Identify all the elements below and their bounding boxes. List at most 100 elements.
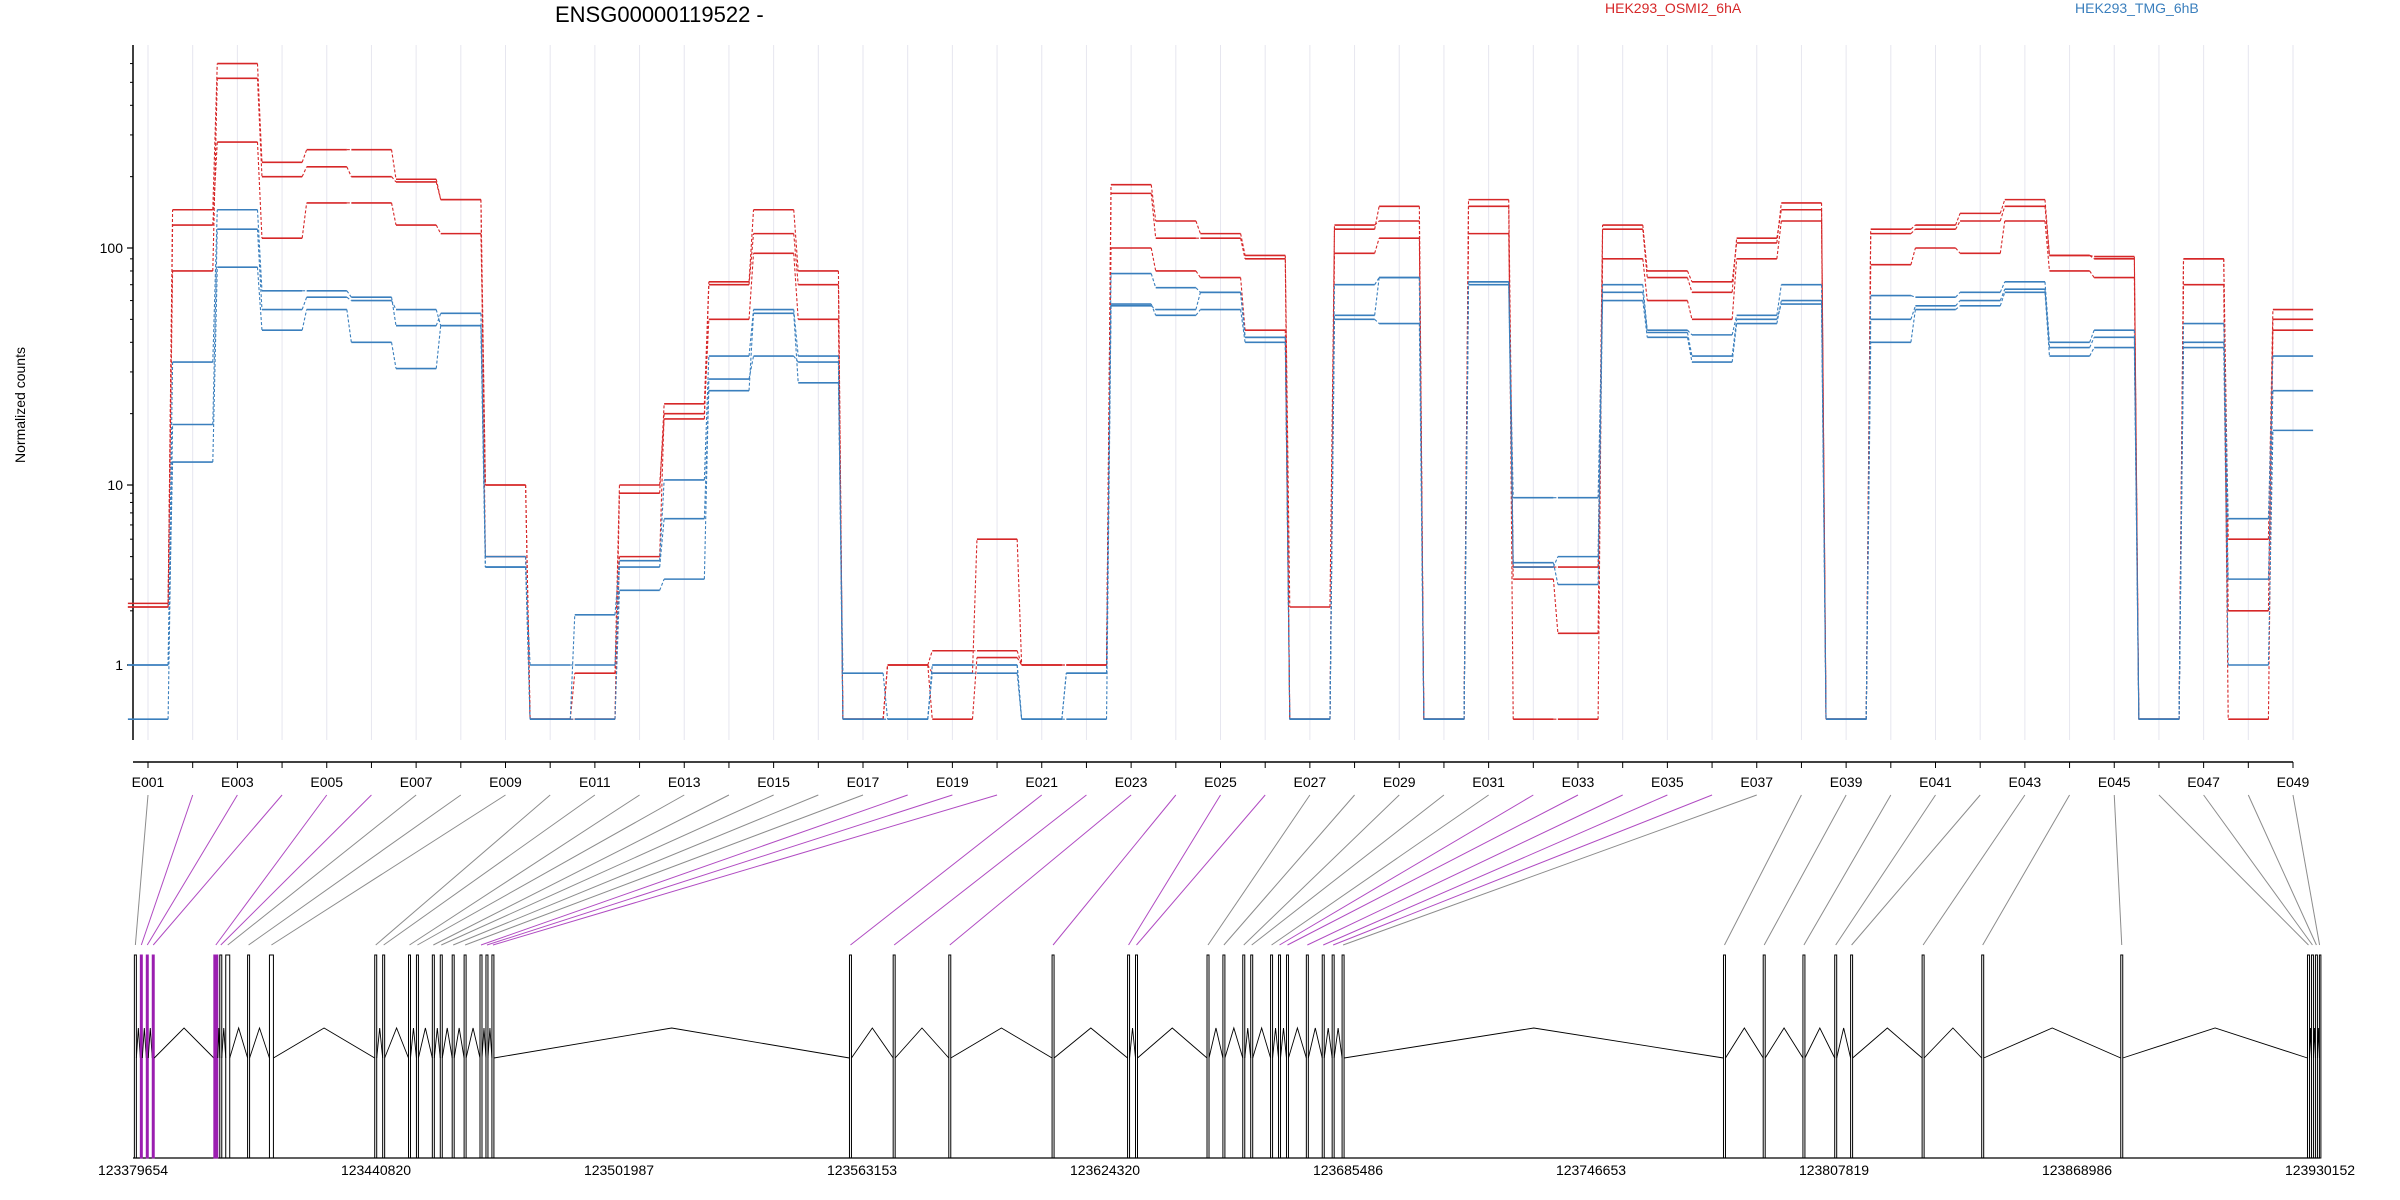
- genome-coordinate-label: 123624320: [1070, 1162, 1140, 1178]
- intron-line: [851, 1027, 894, 1059]
- exon-connector: [417, 794, 685, 946]
- connector-line: [1910, 309, 1916, 343]
- exon-box: [451, 954, 455, 1159]
- connector-line: [1374, 206, 1380, 230]
- connector-line: [793, 233, 799, 285]
- connector-line: [256, 63, 263, 163]
- connector-line: [793, 355, 799, 363]
- connector-line: [1061, 673, 1067, 720]
- connector-line: [2089, 270, 2095, 278]
- connector-line: [703, 379, 710, 580]
- intron-line: [493, 1027, 850, 1059]
- connector-line: [569, 614, 576, 720]
- intron-line: [1307, 1027, 1323, 1059]
- intron-line: [1836, 1027, 1852, 1059]
- connector-line: [1597, 300, 1604, 585]
- legend-entry-osmi2: HEK293_OSMI2_6hA: [1605, 0, 1742, 16]
- connector-line: [167, 209, 174, 608]
- x-tick-label: E035: [1651, 774, 1684, 790]
- exon-connector: [492, 794, 998, 946]
- connector-line: [614, 590, 621, 720]
- exon-connector: [452, 794, 819, 946]
- intron-line: [141, 1027, 147, 1059]
- exon-connector: [1052, 794, 1177, 946]
- connector-line: [614, 493, 621, 720]
- connector-line: [212, 209, 218, 363]
- exon-connector: [215, 794, 328, 946]
- connector-line: [1195, 309, 1201, 316]
- connector-line: [793, 309, 799, 357]
- exon-connector: [1835, 794, 1936, 946]
- connector-line: [1686, 300, 1693, 320]
- intron-line: [1804, 1026, 1836, 1059]
- exon-box: [151, 954, 155, 1159]
- connector-line: [1240, 309, 1246, 343]
- connector-line: [1999, 199, 2006, 214]
- x-tick-label: E013: [668, 774, 701, 790]
- intron-line: [417, 1027, 433, 1059]
- connector-line: [1552, 562, 1559, 585]
- connector-line: [614, 567, 621, 666]
- x-tick-label: E045: [2098, 774, 2131, 790]
- connector-line: [927, 650, 933, 666]
- connector-line: [2267, 309, 2274, 540]
- connector-line: [1150, 193, 1157, 239]
- connector-line: [346, 290, 352, 298]
- connector-line: [301, 202, 308, 239]
- connector-line: [1105, 273, 1112, 674]
- connector-line: [1910, 228, 1916, 235]
- exon-connector: [1251, 794, 1445, 946]
- connector-line: [2267, 430, 2274, 666]
- connector-line: [167, 362, 174, 666]
- genome-coordinate-label: 123868986: [2042, 1162, 2112, 1178]
- connector-line: [1820, 284, 1827, 720]
- exon-connector: [1332, 794, 1713, 946]
- exon-connector: [2203, 794, 2313, 946]
- exon-box: [439, 954, 443, 1159]
- exon-connector: [480, 794, 908, 946]
- connector-line: [1240, 233, 1246, 256]
- exon-box: [1802, 954, 1806, 1159]
- connector-line: [659, 578, 665, 591]
- connector-line: [614, 560, 621, 615]
- connector-line: [1910, 224, 1916, 230]
- connector-line: [1731, 242, 1738, 282]
- connector-line: [1195, 287, 1201, 293]
- connector-line: [1686, 277, 1693, 293]
- exon-connector: [486, 794, 953, 946]
- connector-line: [2044, 281, 2051, 343]
- intron-line: [229, 1026, 249, 1059]
- x-tick-label: E031: [1472, 774, 1505, 790]
- connector-line: [793, 253, 799, 320]
- connector-line: [1642, 300, 1648, 338]
- intron-line: [1725, 1027, 1764, 1059]
- genome-coordinate-label: 123379654: [98, 1162, 168, 1178]
- connector-line: [212, 141, 218, 226]
- connector-line: [1016, 650, 1023, 666]
- exon-connector: [1342, 794, 1757, 946]
- connector-line: [1776, 220, 1782, 259]
- x-tick-label: E005: [310, 774, 343, 790]
- exon-connector: [1279, 794, 1534, 946]
- genome-coordinate-label: 123563153: [827, 1162, 897, 1178]
- connector-line: [1374, 318, 1380, 324]
- intron-line: [1923, 1027, 1983, 1059]
- connector-line: [301, 166, 308, 177]
- exon-connector: [1271, 794, 1489, 946]
- connector-line: [346, 166, 352, 177]
- exon-connector: [383, 794, 596, 946]
- connector-line: [1016, 664, 1023, 720]
- connector-line: [256, 141, 263, 239]
- connector-line: [748, 233, 755, 285]
- intron-line: [1333, 1027, 1343, 1059]
- exon-box: [1250, 954, 1254, 1159]
- connector-line: [1731, 319, 1738, 357]
- connector-line: [1642, 224, 1648, 272]
- x-tick-label: E039: [1830, 774, 1863, 790]
- connector-line: [256, 229, 263, 310]
- connector-line: [301, 149, 308, 163]
- series-HEK293_TMG_6hB: [127, 208, 2314, 720]
- connector-line: [1374, 277, 1380, 316]
- exon-box: [1222, 954, 1226, 1159]
- x-tick-label: E041: [1919, 774, 1952, 790]
